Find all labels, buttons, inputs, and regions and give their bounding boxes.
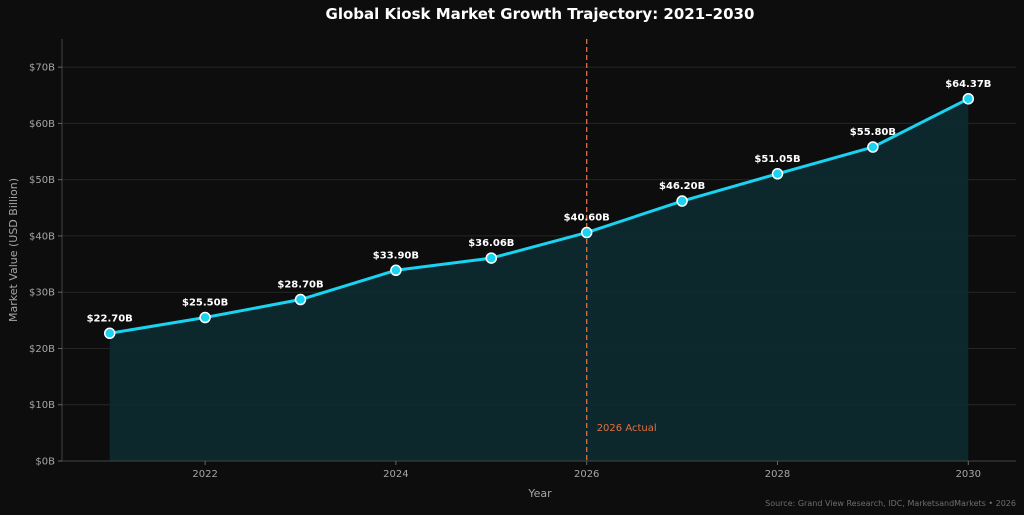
data-point — [294, 293, 307, 306]
data-label: $25.50B — [182, 298, 228, 309]
data-label: $55.80B — [850, 127, 896, 138]
y-tick-label: $30B — [29, 288, 55, 299]
reference-line: 2026 Actual — [586, 39, 657, 461]
x-tick-label: 2024 — [383, 469, 408, 480]
data-point — [390, 264, 402, 277]
data-point — [485, 252, 498, 264]
y-tick-label: $40B — [29, 231, 55, 242]
y-tick-label: $50B — [29, 175, 55, 186]
series-line — [109, 97, 969, 335]
area-fill — [109, 98, 969, 462]
data-label: $51.05B — [754, 154, 800, 165]
data-point — [199, 311, 211, 324]
y-axis-ticks: $0B $10B $20B $30B $40B $50B $60B $70B — [29, 63, 62, 468]
x-axis-label: Year — [527, 487, 552, 500]
data-points: $22.70B $25.50B $28.70B $33.90B $36.06B $40.6… — [87, 79, 991, 340]
x-tick-label: 2030 — [956, 469, 981, 480]
y-tick-label: $20B — [29, 344, 55, 355]
source-note: Source: Grand View Research, IDC, Market… — [765, 499, 1016, 508]
data-point — [771, 168, 784, 180]
y-tick-label: $10B — [29, 400, 55, 411]
data-point — [103, 327, 116, 340]
data-label: $40.60B — [564, 213, 610, 224]
reference-line-label: 2026 Actual — [597, 423, 657, 434]
data-label: $28.70B — [277, 280, 323, 291]
data-point — [580, 226, 593, 239]
data-label: $64.37B — [945, 79, 991, 90]
chart-title: Global Kiosk Market Growth Trajectory: 2… — [326, 5, 755, 23]
data-label: $36.06B — [468, 238, 514, 249]
y-tick-label: $70B — [29, 63, 55, 74]
y-tick-label: $0B — [35, 457, 55, 468]
y-tick-label: $60B — [29, 119, 55, 130]
axes — [61, 39, 1016, 462]
data-label: $33.90B — [373, 250, 419, 261]
data-label: $22.70B — [87, 313, 133, 324]
x-tick-label: 2028 — [765, 469, 790, 480]
data-point — [676, 195, 688, 207]
y-axis-label: Market Value (USD Billion) — [7, 178, 20, 322]
x-tick-label: 2026 — [574, 469, 599, 480]
data-point — [867, 141, 879, 153]
data-point — [962, 93, 975, 105]
x-tick-label: 2022 — [192, 469, 217, 480]
x-axis-ticks: 2022 2024 2026 2028 2030 — [192, 461, 981, 480]
data-label: $46.20B — [659, 181, 705, 192]
